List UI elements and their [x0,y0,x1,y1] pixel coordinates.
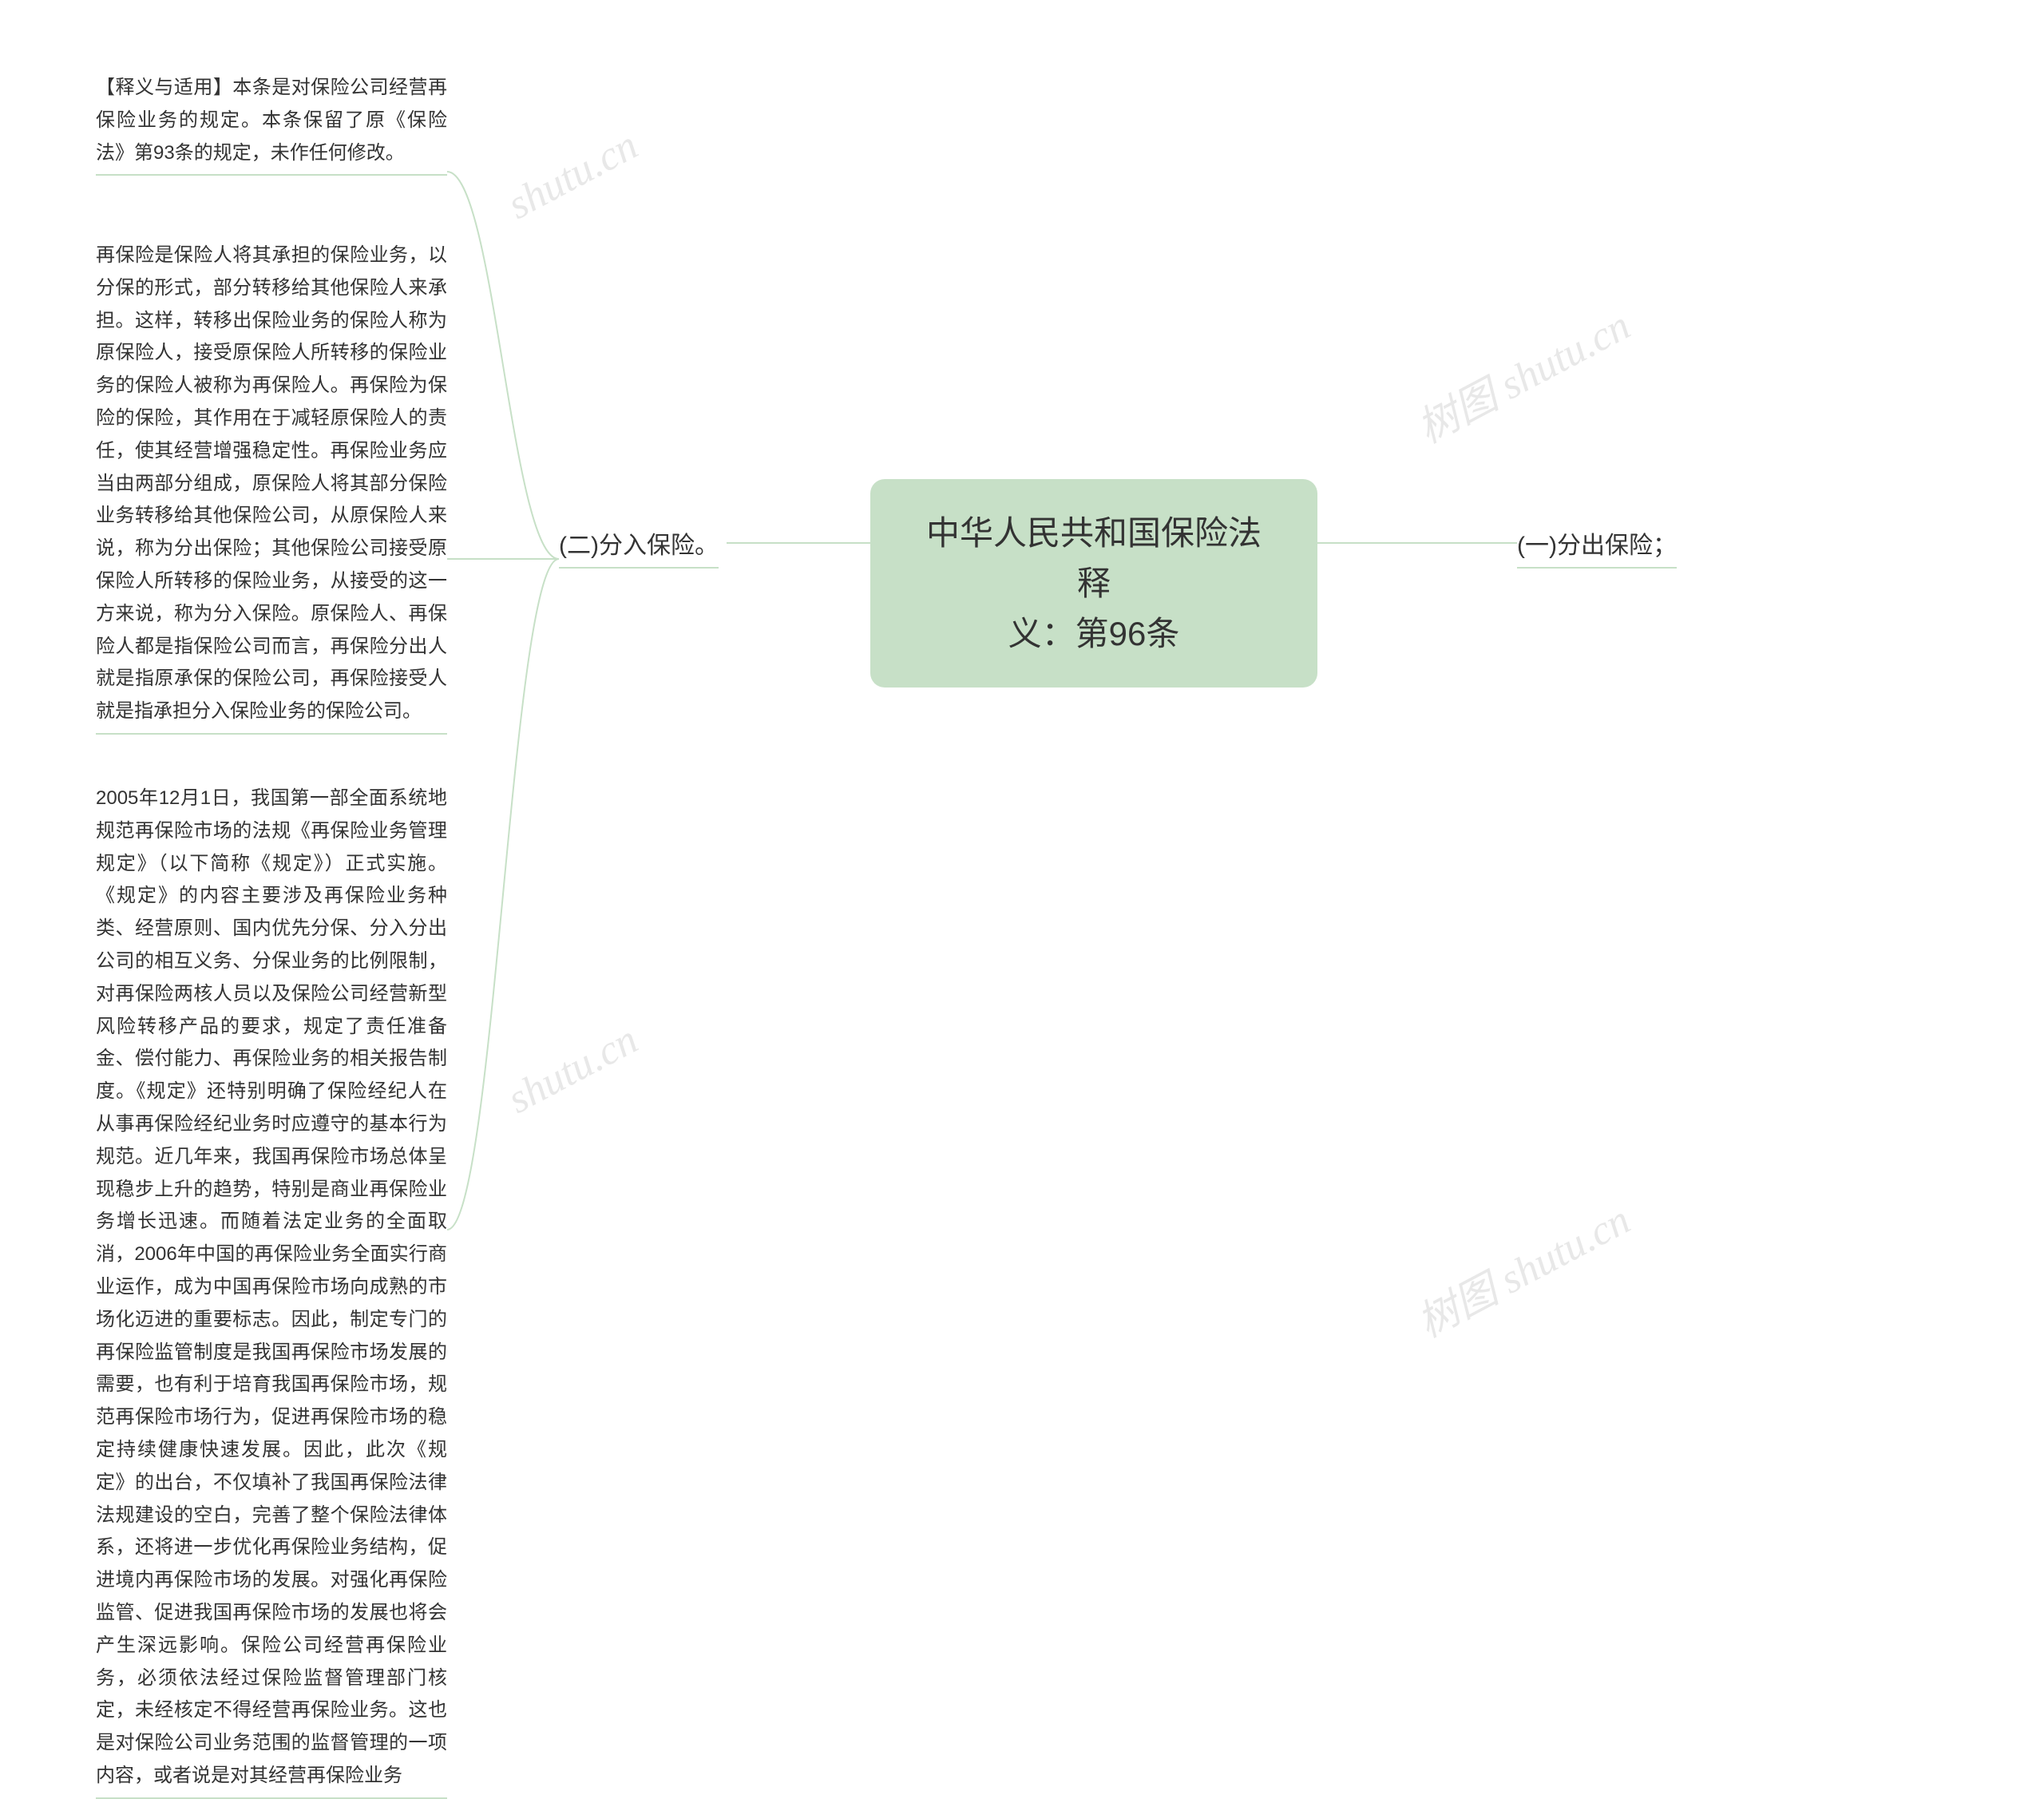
root-title-line2: 义：第96条 [913,608,1274,659]
watermark: 树图 shutu.cn [1404,1187,1638,1349]
watermark-text: shutu.cn [1493,303,1638,408]
leaf-paragraph-1[interactable]: 【释义与适用】本条是对保险公司经营再保险业务的规定。本条保留了原《保险法》第93… [96,72,447,176]
branch-left[interactable]: (二)分入保险。 [559,525,719,569]
branch-left-label: (二)分入保险。 [559,533,719,559]
leaf-paragraph-2[interactable]: 再保险是保险人将其承担的保险业务，以分保的形式，部分转移给其他保险人来承担。这样… [96,240,447,735]
watermark-prefix: 树图 [1411,368,1515,452]
watermark-text: shutu.cn [501,1016,645,1122]
root-title-line1: 中华人民共和国保险法释 [913,508,1274,608]
leaf-p1-text: 【释义与适用】本条是对保险公司经营再保险业务的规定。本条保留了原《保险法》第93… [96,77,447,164]
watermark: 树图 shutu.cn [1404,292,1638,454]
watermark: shutu.cn [500,121,645,228]
branch-right[interactable]: (一)分出保险； [1517,525,1677,569]
leaf-p2-text: 再保险是保险人将其承担的保险业务，以分保的形式，部分转移给其他保险人来承担。这样… [96,244,447,722]
leaf-paragraph-3[interactable]: 2005年12月1日，我国第一部全面系统地规范再保险市场的法规《再保险业务管理规… [96,783,447,1799]
branch-right-label: (一)分出保险； [1517,533,1677,559]
mindmap-root[interactable]: 中华人民共和国保险法释 义：第96条 [870,479,1317,688]
leaf-p3-text: 2005年12月1日，我国第一部全面系统地规范再保险市场的法规《再保险业务管理规… [96,787,447,1786]
watermark-text: shutu.cn [1493,1197,1638,1302]
watermark-text: shutu.cn [501,122,645,228]
watermark-prefix: 树图 [1411,1262,1515,1346]
watermark: shutu.cn [500,1016,645,1123]
